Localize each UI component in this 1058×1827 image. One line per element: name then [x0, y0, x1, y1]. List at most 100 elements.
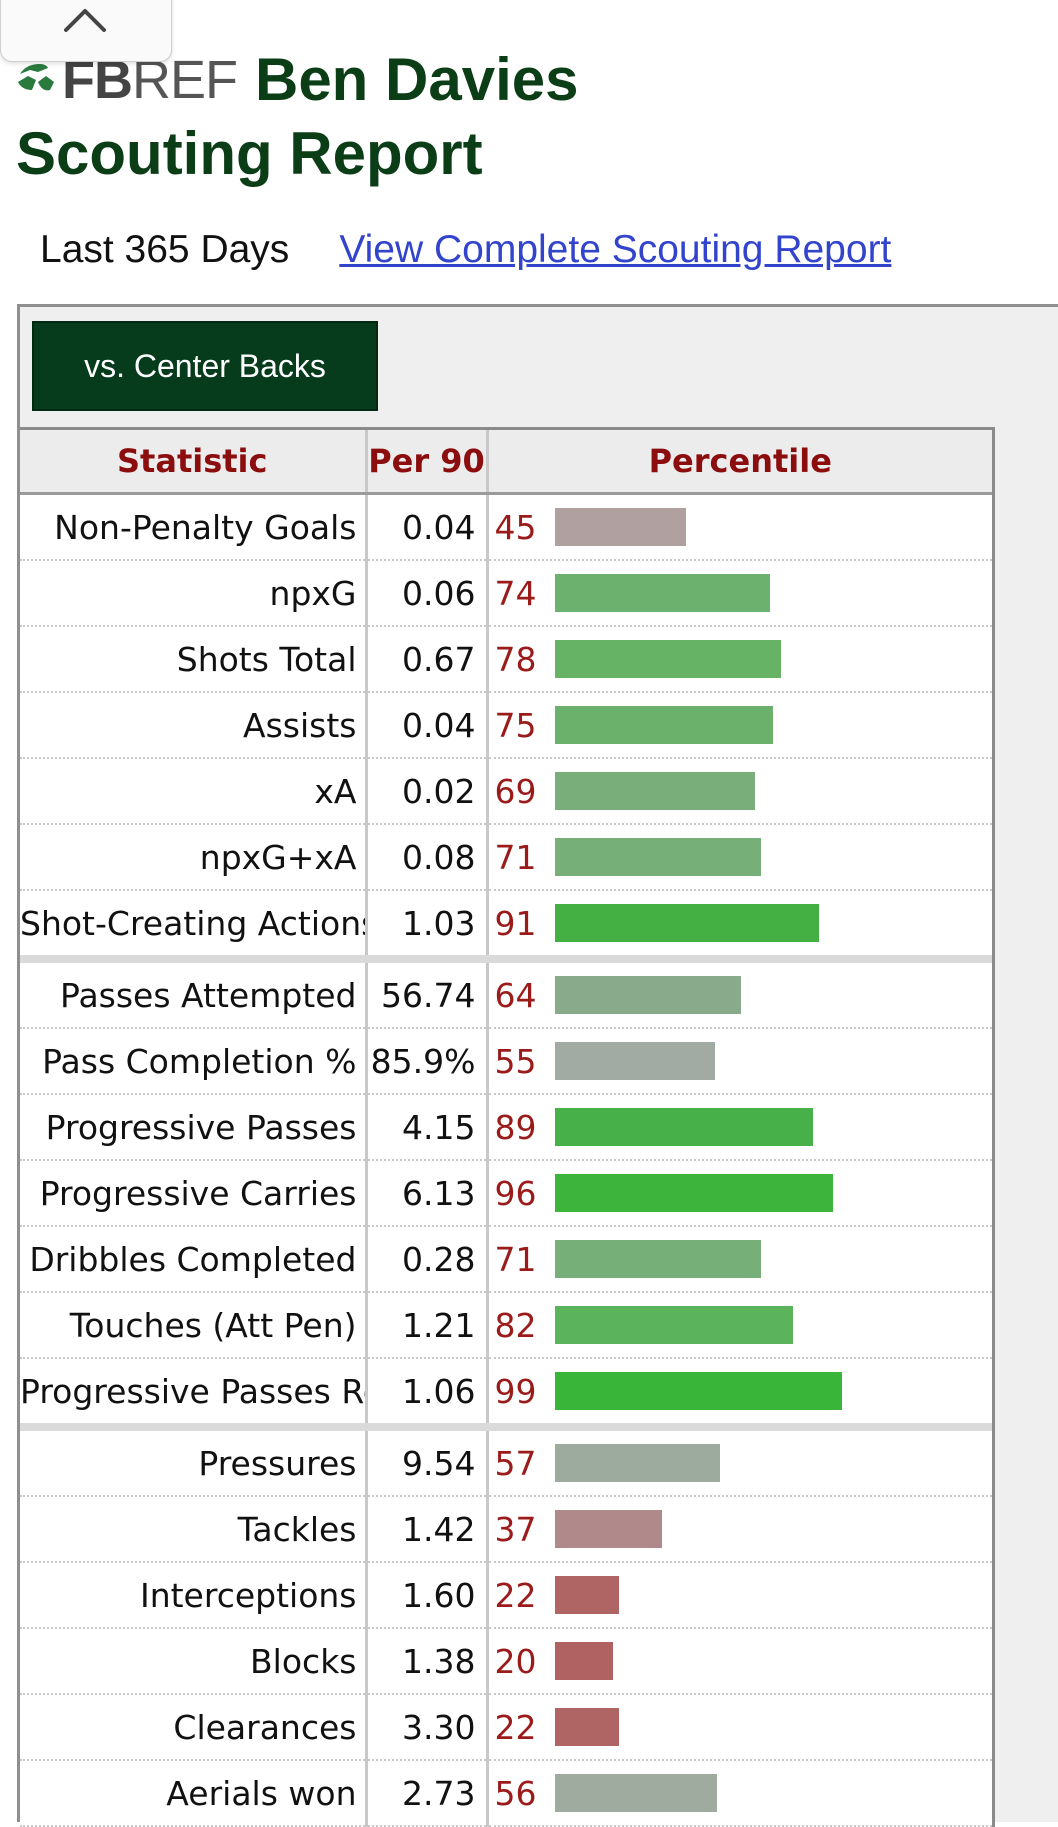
table-row: Interceptions 1.60 22: [20, 1562, 993, 1629]
percentile-bar: [554, 574, 770, 612]
subheader: Last 365 Days View Complete Scouting Rep…: [40, 222, 891, 278]
percentile-value: 71: [494, 837, 537, 877]
stat-name: Blocks: [20, 1628, 368, 1695]
stat-name: Progressive Carries: [20, 1160, 368, 1227]
table-row: Aerials won 2.73 56: [20, 1760, 993, 1827]
table-row: Clearances 3.30 22: [20, 1694, 993, 1761]
per90-value: 1.06: [366, 1358, 489, 1431]
percentile-cell: 55: [487, 1028, 993, 1095]
percentile-value: 74: [494, 573, 537, 613]
table-row: Progressive Carries 6.13 96: [20, 1160, 993, 1227]
percentile-cell: 22: [487, 1694, 993, 1761]
percentile-cell: 20: [487, 1628, 993, 1695]
percentile-cell: 89: [487, 1094, 993, 1161]
table-row: Dribbles Completed 0.28 71: [20, 1226, 992, 1293]
percentile-bar: [554, 640, 781, 678]
table-row: Pass Completion % 85.9% 55: [20, 1028, 993, 1095]
percentile-wrapper: 56: [495, 1774, 993, 1813]
table-row: Progressive Passes Rec 1.06 99: [20, 1358, 993, 1431]
percentile-value: 56: [494, 1773, 537, 1813]
percentile-value: 75: [494, 705, 537, 745]
table-row: Assists 0.04 75: [20, 692, 993, 759]
scouting-panel: vs. Center Backs Statistic Per 90 Percen…: [17, 304, 1058, 1827]
percentile-bar: [554, 772, 755, 810]
percentile-cell: 78: [487, 626, 992, 693]
collapse-toggle[interactable]: [0, 0, 172, 62]
percentile-wrapper: 82: [495, 1306, 993, 1345]
percentile-bar: [554, 1240, 761, 1278]
table-header-row: Statistic Per 90 Percentile: [20, 430, 992, 495]
stat-name: npxG+xA: [20, 824, 368, 891]
scouting-table: Statistic Per 90 Percentile Non-Penalty …: [20, 430, 992, 1827]
percentile-bar: [554, 1306, 793, 1344]
percentile-value: 99: [494, 1371, 537, 1411]
stat-name: Progressive Passes: [20, 1094, 368, 1161]
per90-value: 0.04: [366, 692, 489, 759]
percentile-wrapper: 96: [495, 1174, 993, 1213]
percentile-bar: [554, 1444, 720, 1482]
table-row: Shots Total 0.67 78: [20, 626, 992, 693]
column-header-per90[interactable]: Per 90: [366, 430, 489, 495]
per90-value: 1.38: [366, 1628, 489, 1695]
per90-value: 2.73: [366, 1760, 489, 1827]
percentile-cell: 99: [487, 1358, 993, 1431]
stat-name: Shots Total: [20, 626, 368, 693]
percentile-wrapper: 57: [495, 1444, 993, 1483]
stat-name: Assists: [20, 692, 368, 759]
table-row: Blocks 1.38 20: [20, 1628, 993, 1695]
percentile-value: 22: [494, 1707, 537, 1747]
per90-value: 1.21: [366, 1292, 489, 1359]
percentile-bar: [554, 1510, 662, 1548]
percentile-value: 69: [494, 771, 537, 811]
percentile-bar: [554, 1372, 842, 1410]
percentile-value: 22: [494, 1575, 537, 1615]
percentile-wrapper: 74: [495, 574, 993, 613]
per90-value: 4.15: [366, 1094, 489, 1161]
percentile-cell: 75: [487, 692, 993, 759]
percentile-cell: 82: [487, 1292, 993, 1359]
percentile-value: 78: [494, 639, 537, 679]
percentile-wrapper: 75: [495, 706, 993, 745]
percentile-bar: [554, 838, 761, 876]
table-row: Pressures 9.54 57: [20, 1427, 993, 1497]
period-label: Last 365 Days: [40, 228, 290, 271]
soccer-ball-icon: [18, 64, 54, 91]
percentile-bar: [554, 1642, 613, 1680]
stat-name: xA: [20, 758, 368, 825]
percentile-value: 89: [494, 1107, 537, 1147]
column-header-percentile[interactable]: Percentile: [487, 430, 992, 495]
stat-name: Aerials won: [20, 1760, 368, 1827]
filter-button-center-backs[interactable]: vs. Center Backs: [32, 321, 378, 411]
percentile-bar: [554, 1174, 833, 1212]
percentile-wrapper: 22: [495, 1576, 993, 1615]
percentile-wrapper: 20: [495, 1642, 993, 1681]
stat-name: Non-Penalty Goals: [20, 493, 368, 561]
percentile-cell: 64: [487, 959, 993, 1029]
percentile-wrapper: 99: [495, 1372, 993, 1411]
percentile-wrapper: 22: [495, 1708, 993, 1747]
percentile-cell: 37: [487, 1496, 992, 1563]
per90-value: 3.30: [366, 1694, 489, 1761]
table-row: xA 0.02 69: [20, 758, 992, 825]
percentile-cell: 69: [487, 758, 992, 825]
percentile-wrapper: 89: [495, 1108, 993, 1147]
stat-name: Interceptions: [20, 1562, 368, 1629]
chevron-up-icon: [64, 9, 106, 32]
page-title: Ben Davies: [254, 46, 579, 113]
complete-report-link[interactable]: View Complete Scouting Report: [339, 228, 892, 271]
scouting-table-container: Statistic Per 90 Percentile Non-Penalty …: [20, 427, 995, 1827]
table-row: npxG+xA 0.08 71: [20, 824, 993, 891]
percentile-wrapper: 71: [495, 838, 993, 877]
percentile-bar: [554, 1576, 619, 1614]
percentile-cell: 74: [487, 560, 993, 627]
table-row: Non-Penalty Goals 0.04 45: [20, 493, 993, 561]
per90-value: 0.28: [366, 1226, 489, 1293]
percentile-cell: 45: [487, 493, 993, 561]
table-row: Progressive Passes 4.15 89: [20, 1094, 993, 1161]
percentile-bar: [554, 904, 819, 942]
percentile-wrapper: 64: [495, 976, 993, 1015]
column-header-statistic[interactable]: Statistic: [20, 430, 368, 495]
percentile-wrapper: 55: [495, 1042, 993, 1081]
percentile-wrapper: 45: [495, 508, 993, 547]
stat-name: Touches (Att Pen): [20, 1292, 368, 1359]
